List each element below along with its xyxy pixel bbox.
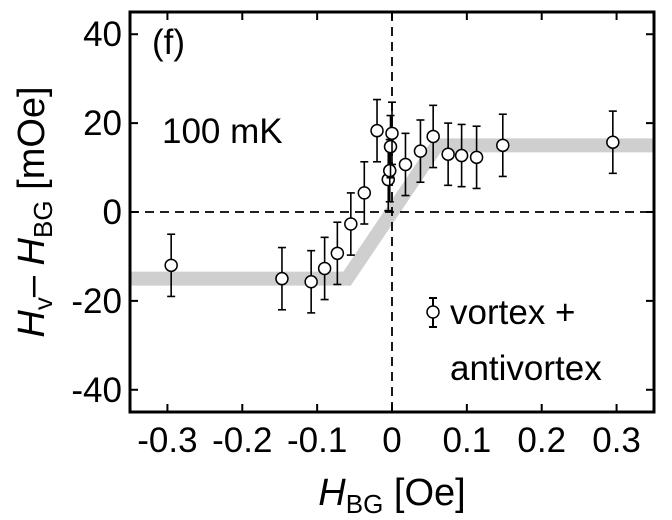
legend: vortex + antivortex	[426, 293, 602, 388]
x-tick-label: 0.1	[443, 421, 492, 460]
x-tick-label: -0.3	[137, 421, 197, 460]
x-axis-label-unit: [Oe]	[383, 472, 465, 514]
y-tick-label: -20	[71, 282, 122, 321]
x-tick-label: 0.3	[592, 421, 641, 460]
temperature-annotation: 100 mK	[162, 112, 283, 151]
data-point	[441, 147, 455, 161]
data-point	[413, 144, 428, 158]
data-point	[398, 157, 413, 172]
data-point	[330, 246, 345, 261]
data-point	[164, 258, 178, 273]
x-tick-label: 0.2	[517, 421, 566, 460]
y-axis-label: Hv– HBG [mOe]	[11, 86, 58, 337]
y-axis-label-unit: [mOe]	[11, 86, 53, 200]
data-point	[357, 186, 372, 200]
data-point	[454, 148, 469, 163]
x-tick-label: 0	[382, 421, 401, 460]
y-axis-label-sub1: v	[28, 297, 58, 310]
data-point	[317, 261, 332, 276]
legend-text-line1: vortex +	[450, 293, 575, 332]
x-tick-label: -0.1	[287, 421, 347, 460]
data-point	[469, 150, 484, 165]
x-axis-label: HBG [Oe]	[318, 472, 465, 519]
y-tick-label: 40	[83, 15, 122, 54]
data-point	[344, 217, 358, 231]
x-tick-label: -0.2	[212, 421, 272, 460]
panel-label: (f)	[152, 23, 185, 62]
x-axis-label-sub: BG	[346, 489, 384, 519]
data-point	[496, 138, 510, 153]
data-point	[606, 135, 620, 149]
y-axis-label-main2: H	[11, 237, 53, 265]
y-tick-label: 0	[103, 193, 122, 232]
data-point	[383, 139, 398, 154]
data-point	[370, 123, 384, 138]
y-tick-label: 20	[83, 104, 122, 143]
data-point	[275, 271, 289, 286]
y-axis-label-sub2: BG	[28, 200, 58, 238]
y-tick-label: -40	[71, 371, 122, 410]
y-axis-label-dash: –	[11, 265, 53, 297]
legend-marker	[426, 305, 440, 319]
data-point	[385, 126, 399, 141]
data-point	[304, 275, 318, 289]
y-axis-label-main1: H	[11, 310, 53, 338]
x-axis-label-main: H	[318, 472, 346, 514]
legend-text-line2: antivortex	[450, 349, 602, 388]
data-point	[426, 129, 440, 144]
